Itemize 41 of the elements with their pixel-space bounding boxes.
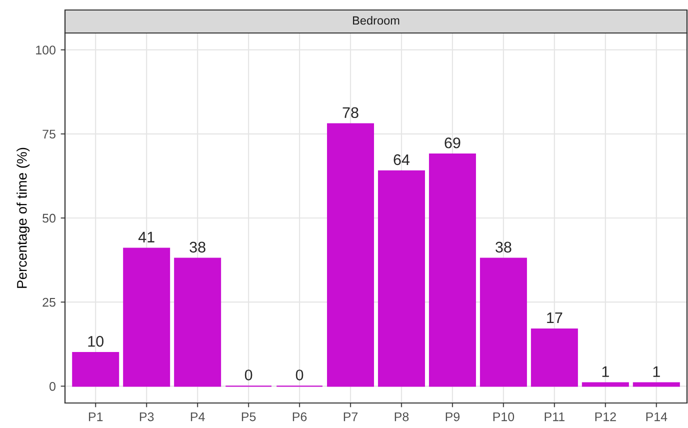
data-label: 78 [342,107,358,118]
x-tick-label: P14 [646,412,668,422]
data-label: 1 [602,366,609,377]
x-tick-label: P11 [544,412,564,422]
data-label: 0 [244,370,252,380]
x-tick-label: P1 [88,412,103,422]
bar [632,382,680,387]
data-label: 38 [496,242,512,253]
data-label: 17 [547,312,562,324]
data-label: 1 [653,366,660,377]
x-tick-label: P9 [446,412,460,422]
bar [327,123,374,387]
y-tick-label: 0 [50,382,56,391]
data-label: 69 [444,137,460,148]
x-tick-label: P4 [190,412,205,422]
bar [123,248,170,387]
x-tick-label: P7 [344,412,358,422]
bar [530,328,578,387]
data-label: 0 [296,370,304,380]
x-tick-label: P8 [394,412,409,422]
x-tick-label: P10 [493,412,514,422]
bar [428,154,476,387]
y-tick-label: 75 [42,130,56,139]
y-tick-label: 25 [42,298,56,307]
data-label: 10 [88,336,104,347]
bar [174,258,222,387]
bar [480,258,527,387]
chart-title: Bedroom [353,16,400,25]
y-tick-label: 100 [36,46,56,54]
x-tick-label: P3 [140,412,154,422]
bar [582,382,629,387]
data-label: 38 [190,242,206,253]
y-axis-title: Percentage of time (%) [16,148,30,288]
data-label: 41 [138,232,154,242]
bar [378,170,425,387]
x-tick-label: P6 [292,412,307,422]
bar [72,352,120,387]
x-tick-label: P5 [242,412,256,422]
y-tick-label: 50 [42,214,56,223]
data-label: 64 [394,154,410,166]
x-tick-label: P12 [595,412,616,422]
